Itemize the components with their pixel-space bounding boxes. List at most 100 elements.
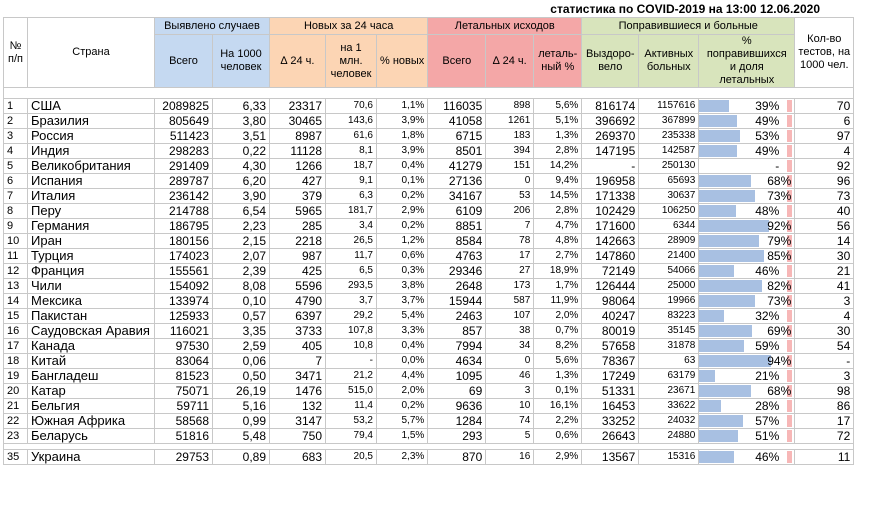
prec-value: 46%: [755, 264, 780, 278]
cell-n: 7: [3, 188, 28, 204]
cell-deaths: 116035: [427, 98, 487, 114]
cell-dd24: 53: [485, 188, 535, 204]
cell-tests: 17: [794, 413, 855, 429]
cell-deaths: 1284: [427, 413, 487, 429]
table-row: 23 Беларусь 51816 5,48 750 79,4 1,5% 293 5 0,6% 26…: [3, 428, 855, 444]
cell-d24: 3147: [269, 413, 326, 429]
cell-total: 298283: [154, 143, 213, 159]
cell-per1m: 18,7: [325, 158, 377, 174]
cell-pnew: 0,2%: [375, 398, 429, 414]
prec-bar-fill: [699, 280, 762, 292]
lethal-bar-fill: [787, 385, 793, 397]
prec-value: -: [775, 159, 780, 173]
prec-value: 49%: [755, 144, 780, 158]
prec-value: 69%: [767, 324, 792, 338]
cell-per1m: 29,2: [325, 308, 377, 324]
cell-active: 33622: [638, 398, 700, 414]
cell-prec-bar: 49%: [698, 143, 796, 159]
cell-per1m: 3,4: [325, 218, 377, 234]
subheader: леталь-ный %: [533, 34, 583, 88]
cell-active: 106250: [638, 203, 700, 219]
col-tests-header: Кол-во тестов, на 1000 чел.: [794, 17, 855, 88]
cell-per1000: 5,16: [212, 398, 270, 414]
prec-bar-fill: [699, 325, 752, 337]
cell-n: 18: [3, 353, 28, 369]
table-row: 14 Мексика 133974 0,10 4790 3,7 3,7% 15944 587 11…: [3, 293, 855, 309]
cell-per1000: 0,99: [212, 413, 270, 429]
cell-country: Пакистан: [27, 308, 155, 324]
cell-n: 14: [3, 293, 28, 309]
cell-recovered: 816174: [581, 98, 640, 114]
cell-pnew: 3,7%: [375, 293, 429, 309]
cell-lethal: 0,6%: [533, 428, 583, 444]
cell-recovered: 102429: [581, 203, 640, 219]
cell-dd24: 34: [485, 338, 535, 354]
cell-prec-bar: 49%: [698, 113, 796, 129]
cell-recovered: 147860: [581, 248, 640, 264]
prec-bar-fill: [699, 220, 770, 232]
cell-lethal: 11,9%: [533, 293, 583, 309]
cell-dd24: 10: [485, 398, 535, 414]
cell-pnew: 3,3%: [375, 323, 429, 339]
cell-active: 235338: [638, 128, 700, 144]
cell-active: 24032: [638, 413, 700, 429]
lethal-bar-fill: [787, 451, 793, 463]
cell-per1000: 2,39: [212, 263, 270, 279]
cell-total: 174023: [154, 248, 213, 264]
cell-dd24: 394: [485, 143, 535, 159]
cell-tests: 72: [794, 428, 855, 444]
prec-value: 46%: [755, 450, 780, 464]
cell-tests: 73: [794, 188, 855, 204]
cell-pnew: 0,6%: [375, 248, 429, 264]
cell-active: 21400: [638, 248, 700, 264]
cell-lethal: 2,0%: [533, 308, 583, 324]
cell-prec-bar: -: [698, 158, 796, 174]
cell-d24: 2218: [269, 233, 326, 249]
cell-pnew: 5,7%: [375, 413, 429, 429]
cell-active: 54066: [638, 263, 700, 279]
cell-per1000: 0,89: [212, 449, 270, 465]
prec-value: 53%: [755, 129, 780, 143]
lethal-bar-fill: [787, 400, 793, 412]
lethal-bar-fill: [787, 220, 793, 232]
cell-deaths: 9636: [427, 398, 487, 414]
cell-d24: 750: [269, 428, 326, 444]
cell-per1000: 2,23: [212, 218, 270, 234]
cell-dd24: 151: [485, 158, 535, 174]
cell-per1000: 5,48: [212, 428, 270, 444]
cell-n: 35: [3, 449, 28, 465]
cell-d24: 5965: [269, 203, 326, 219]
cell-total: 83064: [154, 353, 213, 369]
cell-active: 83223: [638, 308, 700, 324]
cell-recovered: 26643: [581, 428, 640, 444]
cell-prec-bar: 46%: [698, 263, 796, 279]
cell-total: 59711: [154, 398, 213, 414]
cell-per1m: 6,3: [325, 188, 377, 204]
subheader: Активных больных: [638, 34, 700, 88]
cell-total: 2089825: [154, 98, 213, 114]
cell-prec-bar: 28%: [698, 398, 796, 414]
cell-d24: 30465: [269, 113, 326, 129]
cell-pnew: 4,4%: [375, 368, 429, 384]
cell-tests: 96: [794, 173, 855, 189]
cell-total: 805649: [154, 113, 213, 129]
cell-lethal: 4,7%: [533, 218, 583, 234]
cell-pnew: 0,4%: [375, 338, 429, 354]
cell-dd24: 183: [485, 128, 535, 144]
cell-d24: 285: [269, 218, 326, 234]
cell-tests: 14: [794, 233, 855, 249]
lethal-bar-fill: [787, 160, 793, 172]
cell-d24: 11128: [269, 143, 326, 159]
lethal-bar-fill: [787, 310, 793, 322]
table-row: 4 Индия 298283 0,22 11128 8,1 3,9% 8501 394 2,8% 1…: [3, 143, 855, 159]
cell-total: 51816: [154, 428, 213, 444]
lethal-bar-fill: [787, 265, 793, 277]
cell-lethal: 1,7%: [533, 278, 583, 294]
cell-dd24: 17: [485, 248, 535, 264]
cell-prec-bar: 79%: [698, 233, 796, 249]
cell-dd24: 5: [485, 428, 535, 444]
cell-per1000: 0,57: [212, 308, 270, 324]
cell-total: 116021: [154, 323, 213, 339]
cell-deaths: 2648: [427, 278, 487, 294]
subheader: ∆ 24 ч.: [485, 34, 535, 88]
